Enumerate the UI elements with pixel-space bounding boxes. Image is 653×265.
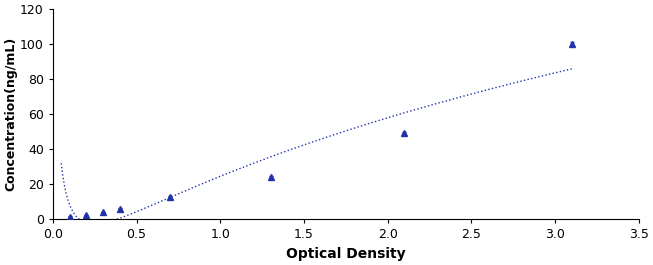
X-axis label: Optical Density: Optical Density xyxy=(286,247,406,261)
Y-axis label: Concentration(ng/mL): Concentration(ng/mL) xyxy=(4,37,17,191)
